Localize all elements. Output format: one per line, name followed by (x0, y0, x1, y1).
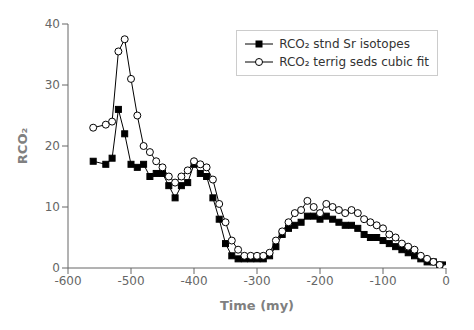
svg-text:Time (my): Time (my) (220, 298, 294, 313)
svg-text:-100: -100 (369, 274, 396, 288)
svg-text:-300: -300 (243, 274, 270, 288)
svg-text:20: 20 (45, 139, 60, 153)
html-text:RCO₂ stnd Sr isotopes: RCO₂ stnd Sr isotopes (279, 37, 410, 51)
svg-text:RCO₂: RCO₂ (15, 128, 30, 164)
svg-text:0: 0 (52, 261, 60, 275)
svg-text:-600: -600 (54, 274, 81, 288)
svg-text:40: 40 (45, 17, 60, 31)
svg-text:0: 0 (442, 274, 450, 288)
svg-text:10: 10 (45, 200, 60, 214)
svg-text:-500: -500 (117, 274, 144, 288)
svg-text:-200: -200 (306, 274, 333, 288)
html-text:RCO₂ terrig seds cubic fit: RCO₂ terrig seds cubic fit (279, 55, 429, 69)
svg-text:30: 30 (45, 78, 60, 92)
svg-text:-400: -400 (180, 274, 207, 288)
